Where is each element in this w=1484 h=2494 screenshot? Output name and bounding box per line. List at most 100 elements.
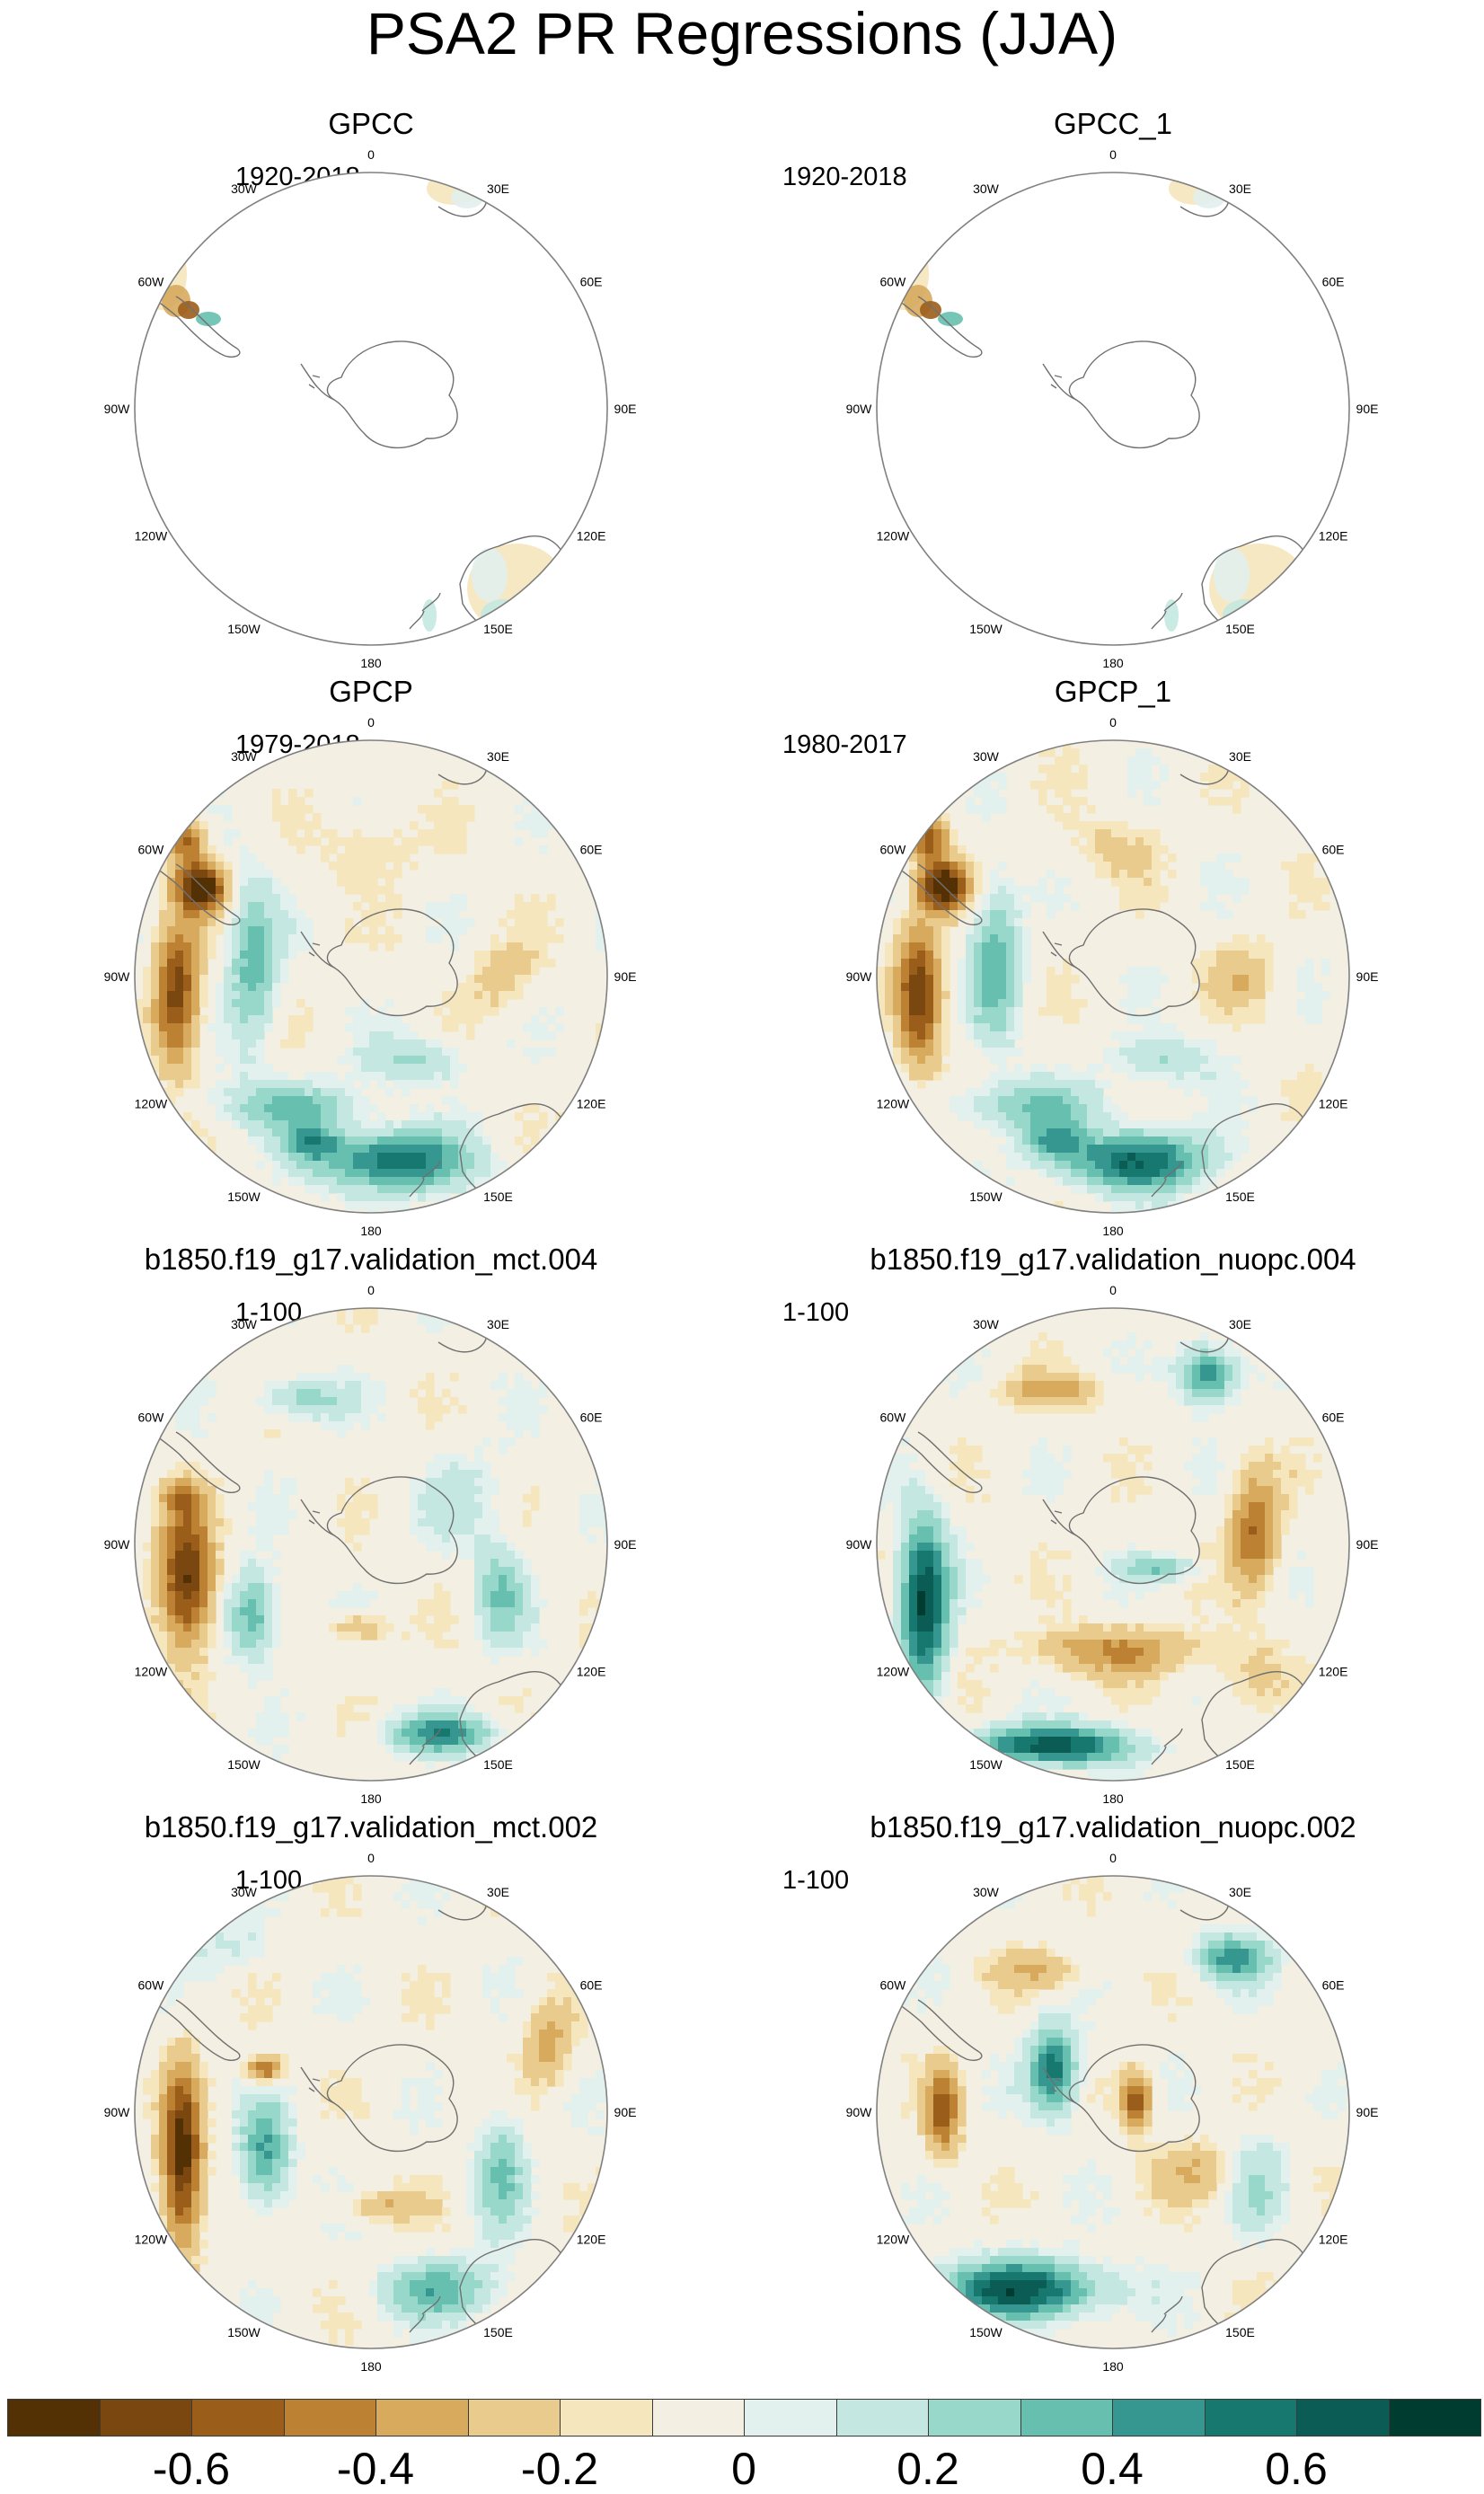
anomaly-cell xyxy=(183,1599,192,1608)
anomaly-cell xyxy=(1006,1161,1015,1170)
anomaly-cell xyxy=(1038,781,1047,790)
anomaly-cell xyxy=(1071,813,1080,822)
anomaly-cell xyxy=(1014,1365,1023,1374)
anomaly-cell xyxy=(1055,975,1064,984)
anomaly-cell xyxy=(1127,1201,1136,1210)
anomaly-cell xyxy=(248,926,257,935)
anomaly-cell xyxy=(288,813,297,822)
anomaly-cell xyxy=(925,1680,934,1689)
anomaly-cell xyxy=(410,821,419,830)
anomaly-cell xyxy=(1208,1437,1217,1446)
anomaly-cell xyxy=(208,1413,216,1422)
anomaly-cell xyxy=(917,1064,926,1073)
anomaly-cell xyxy=(377,1056,386,1065)
anomaly-cell xyxy=(1055,1072,1064,1081)
anomaly-cell xyxy=(151,1039,160,1048)
anomaly-cell xyxy=(256,1120,265,1129)
anomaly-cell xyxy=(450,1696,459,1705)
anomaly-cell xyxy=(1144,1623,1153,1632)
anomaly-cell xyxy=(982,1096,991,1105)
anomaly-cell xyxy=(1200,1373,1209,1382)
anomaly-cell xyxy=(1249,1688,1258,1697)
anomaly-cell xyxy=(901,951,910,960)
anomaly-cell xyxy=(1200,1389,1209,1398)
anomaly-cell xyxy=(941,829,950,838)
anomaly-cell xyxy=(1087,853,1096,862)
anomaly-cell xyxy=(216,1080,225,1089)
anomaly-cell xyxy=(1119,1153,1128,1162)
anomaly-cell xyxy=(264,1112,273,1121)
anomaly-cell xyxy=(998,1039,1007,1048)
anomaly-cell xyxy=(199,910,208,919)
anomaly-cell xyxy=(523,967,532,976)
anomaly-cell xyxy=(1224,1591,1233,1600)
anomaly-cell xyxy=(369,1056,378,1065)
anomaly-cell xyxy=(950,1575,958,1584)
anomaly-cell xyxy=(256,1632,265,1641)
anomaly-cell xyxy=(167,862,176,871)
anomaly-cell xyxy=(482,1007,491,1016)
anomaly-cell xyxy=(1063,1120,1072,1129)
anomaly-cell xyxy=(1135,1680,1144,1689)
anomaly-cell xyxy=(434,1534,443,1543)
anomaly-cell xyxy=(1232,1072,1241,1081)
anomaly-cell xyxy=(256,1397,265,1406)
anomaly-cell xyxy=(1022,1640,1031,1649)
anomaly-cell xyxy=(264,1559,273,1568)
anomaly-cell xyxy=(191,829,200,838)
anomaly-cell xyxy=(264,1136,273,1145)
anomaly-cell xyxy=(1208,1591,1217,1600)
anomaly-cell xyxy=(337,862,346,871)
anomaly-cell xyxy=(1022,967,1031,976)
anomaly-cell xyxy=(909,1526,918,1535)
anomaly-cell xyxy=(1321,886,1330,895)
anomaly-cell xyxy=(1208,1365,1217,1374)
anomaly-cell xyxy=(264,951,273,960)
anomaly-cell xyxy=(1014,1096,1023,1105)
anomaly-cell xyxy=(393,1120,402,1129)
anomaly-cell xyxy=(329,1112,338,1121)
anomaly-cell xyxy=(305,789,314,798)
anomaly-cell xyxy=(1022,1145,1031,1154)
anomaly-cell xyxy=(490,1720,499,1729)
anomaly-cell xyxy=(974,1688,983,1697)
anomaly-cell xyxy=(442,1599,451,1608)
lon-label: 150W xyxy=(227,1757,261,1772)
anomaly-cell xyxy=(191,918,200,927)
anomaly-cell xyxy=(1022,934,1031,943)
anomaly-cell xyxy=(191,1623,200,1632)
anomaly-cell xyxy=(1160,1136,1169,1145)
anomaly-cell xyxy=(974,1599,983,1608)
anomaly-cell xyxy=(1038,894,1047,903)
anomaly-cell xyxy=(933,1048,942,1057)
anomaly-cell xyxy=(434,934,443,943)
anomaly-cell xyxy=(458,1494,467,1503)
anomaly-cell xyxy=(1216,1128,1225,1137)
anomaly-cell xyxy=(353,1518,362,1527)
anomaly-cell xyxy=(1063,797,1072,806)
anomaly-cell xyxy=(539,1599,548,1608)
anomaly-cell xyxy=(474,1478,483,1487)
anomaly-cell xyxy=(982,1031,991,1040)
anomaly-cell xyxy=(442,813,451,822)
anomaly-cell xyxy=(974,1104,983,1113)
anomaly-cell xyxy=(507,1543,516,1552)
lon-label: 120W xyxy=(877,529,910,544)
anomaly-cell xyxy=(1127,1136,1136,1145)
anomaly-cell xyxy=(982,894,991,903)
anomaly-cell xyxy=(1273,1648,1282,1657)
anomaly-cell xyxy=(1289,1575,1298,1584)
anomaly-cell xyxy=(1038,1446,1047,1455)
anomaly-cell xyxy=(450,1112,459,1121)
anomaly-cell xyxy=(1047,1486,1056,1495)
anomaly-cell xyxy=(1257,1534,1266,1543)
anomaly-cell xyxy=(458,1543,467,1552)
anomaly-cell xyxy=(1063,1072,1072,1081)
anomaly-cell xyxy=(515,1648,524,1657)
anomaly-cell xyxy=(1127,1161,1136,1170)
anomaly-cell xyxy=(1265,1518,1274,1527)
anomaly-cell xyxy=(183,1607,192,1616)
anomaly-cell xyxy=(933,1632,942,1641)
anomaly-cell xyxy=(1321,967,1330,976)
anomaly-cell xyxy=(1160,886,1169,895)
